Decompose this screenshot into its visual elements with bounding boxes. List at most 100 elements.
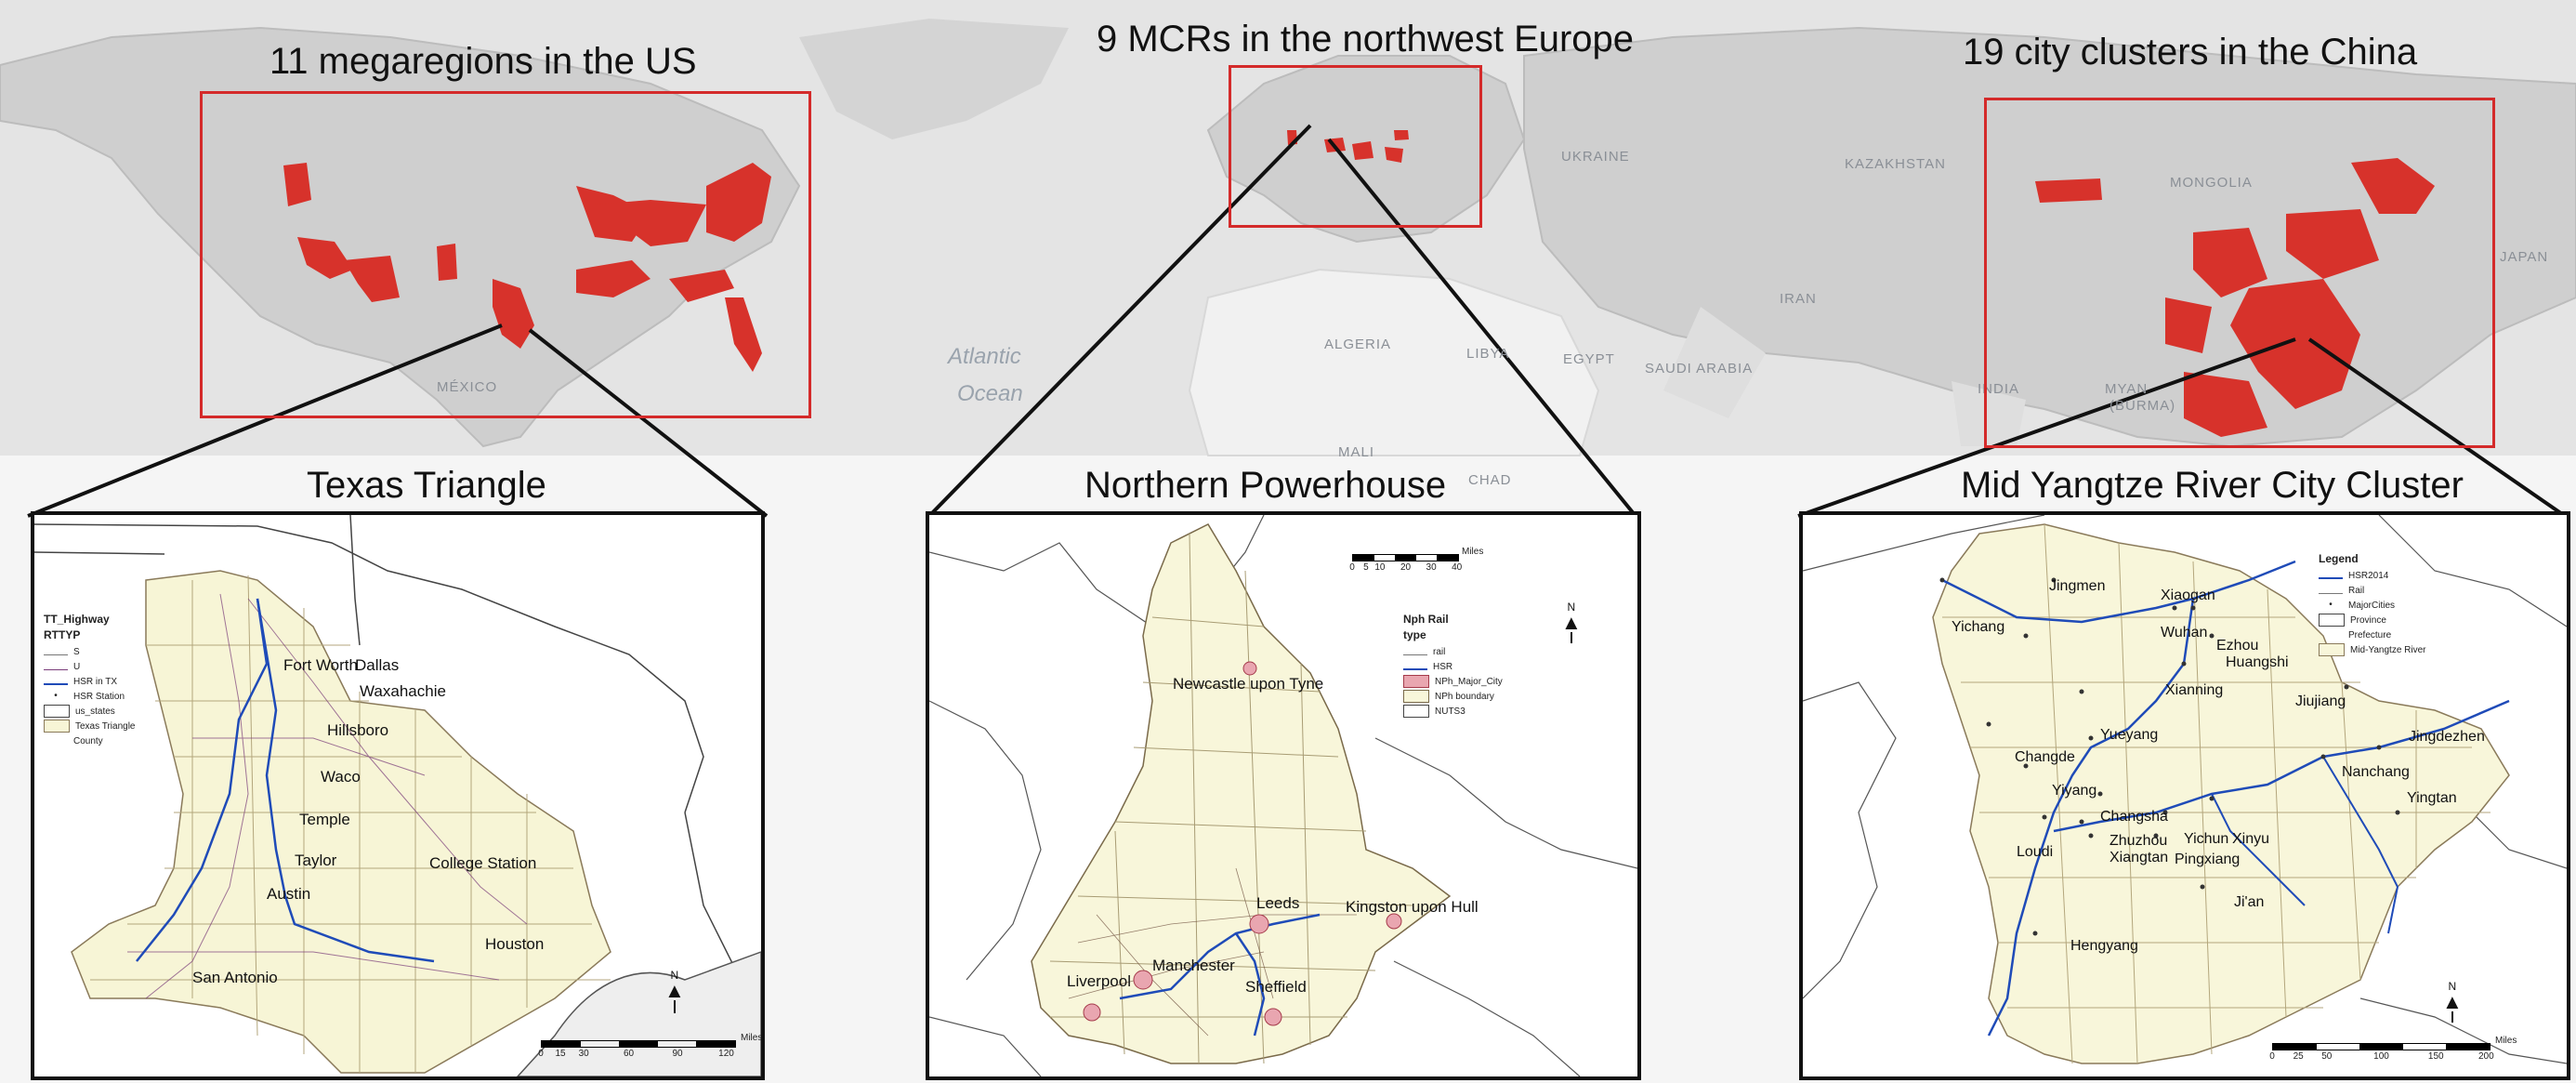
city-hillsboro: Hillsboro	[327, 721, 389, 739]
yangtze-hsr-line	[1941, 560, 2296, 624]
label-india: INDIA	[1978, 381, 2020, 397]
yangtze-legend: Legend HSR2014 Rail • MajorCities Provinc…	[2319, 552, 2426, 657]
nph-north-arrow: N ▲	[1561, 601, 1582, 643]
label-kazakhstan: KAZAKHSTAN	[1845, 156, 1946, 172]
yangtze-legend-prefecture: Prefecture	[2348, 629, 2392, 641]
nph-scale-bar: 0 5 10 20 30 40 Miles	[1349, 547, 1484, 573]
title-europe: 9 MCRs in the northwest Europe	[1097, 19, 1635, 59]
texas-map	[34, 515, 761, 1076]
texas-legend-s: S	[44, 644, 135, 659]
nph-legend-subtitle: type	[1403, 628, 1426, 641]
city-jian: Ji'an	[2234, 894, 2265, 910]
texas-legend-title: TT_Highway	[44, 613, 110, 626]
panel-mid-yangtze: Jingmen Xiaogan Yichang Wuhan Ezhou Huan…	[1799, 511, 2570, 1080]
city-leeds: Leeds	[1256, 894, 1300, 912]
city-ezhou: Ezhou	[2216, 638, 2259, 654]
panel-northern-powerhouse: Newcastle upon Tyne Leeds Kingston upon …	[926, 511, 1641, 1080]
city-loudi: Loudi	[2017, 844, 2054, 860]
title-texas-triangle: Texas Triangle	[307, 465, 546, 506]
label-algeria: ALGERIA	[1324, 337, 1392, 352]
yangtze-legend-province: Province	[2319, 613, 2426, 627]
texas-scale-bar: 0 15 30 60 90 120 Miles	[538, 1033, 763, 1059]
city-temple: Temple	[299, 811, 350, 828]
city-huangshi: Huangshi	[2226, 654, 2289, 670]
city-jingmen: Jingmen	[2049, 578, 2106, 594]
label-burma: (BURMA)	[2109, 398, 2176, 414]
nph-region	[1031, 523, 1452, 1064]
nph-legend-boundary: NPh boundary	[1403, 689, 1503, 704]
label-iran: IRAN	[1780, 291, 1817, 307]
label-libya: LIBYA	[1466, 346, 1510, 362]
texas-legend-triangle: Texas Triangle	[44, 719, 135, 733]
city-xiangtan: Xiangtan	[2109, 850, 2169, 865]
city-liverpool: Liverpool	[1067, 972, 1131, 990]
city-yueyang: Yueyang	[2100, 727, 2159, 743]
nph-legend: Nph Rail type rail HSR NPh_Major_City NP…	[1403, 613, 1503, 719]
city-jingdezhen: Jingdezhen	[2409, 729, 2485, 745]
nph-legend-nuts3: NUTS3	[1403, 704, 1503, 719]
city-newcastle: Newcastle upon Tyne	[1173, 675, 1324, 693]
city-taylor: Taylor	[295, 852, 337, 869]
city-wuhan: Wuhan	[2161, 625, 2208, 641]
yangtze-north-arrow: N ▲	[2442, 980, 2463, 1023]
texas-legend-subtitle: RTTYP	[44, 628, 81, 641]
city-waxahachie: Waxahachie	[360, 682, 446, 700]
city-pingxiang: Pingxiang	[2175, 852, 2241, 867]
yangtze-legend-rail: Rail	[2319, 583, 2426, 598]
city-zhuzhou: Zhuzhou	[2109, 833, 2168, 849]
yangtze-scale-bar: 0 25 50 100 150 200 Miles	[2269, 1036, 2517, 1062]
europe-highlight-box	[1229, 65, 1482, 228]
yangtze-region	[1932, 523, 2510, 1064]
title-china: 19 city clusters in the China	[1963, 32, 2418, 73]
yangtze-map	[1803, 515, 2567, 1064]
label-saudi-arabia: SAUDI ARABIA	[1645, 361, 1754, 376]
texas-legend-hsr: HSR in TX	[44, 674, 135, 689]
city-fort-worth: Fort Worth	[283, 656, 358, 674]
nph-legend-hsr: HSR	[1403, 659, 1503, 674]
label-myanmar: MYAN	[2105, 381, 2149, 397]
city-dallas: Dallas	[355, 656, 400, 674]
label-chad: CHAD	[1468, 472, 1512, 488]
city-san-antonio: San Antonio	[192, 969, 278, 986]
texas-triangle-region	[71, 570, 611, 1074]
texas-legend-u: U	[44, 659, 135, 674]
city-yichun: Yichun	[2184, 831, 2229, 847]
nph-hsr-line	[1119, 913, 1321, 1000]
us-highlight-box	[200, 91, 811, 418]
title-northern-powerhouse: Northern Powerhouse	[1084, 465, 1447, 506]
city-austin: Austin	[267, 885, 311, 903]
label-mali: MALI	[1338, 444, 1375, 460]
texas-legend-county: County	[73, 735, 103, 746]
nph-legend-rail: rail	[1403, 644, 1503, 659]
city-changde: Changde	[2015, 749, 2075, 765]
label-mongolia: MONGOLIA	[2170, 175, 2253, 191]
panel-texas-triangle: Fort Worth Dallas Waxahachie Hillsboro W…	[31, 511, 765, 1080]
label-ukraine: UKRAINE	[1561, 149, 1630, 165]
city-changsha: Changsha	[2100, 809, 2168, 825]
city-waco: Waco	[321, 768, 361, 786]
yangtze-legend-hsr: HSR2014	[2319, 568, 2426, 583]
label-mexico: MÉXICO	[437, 379, 498, 395]
city-yingtan: Yingtan	[2407, 790, 2457, 806]
city-jiujiang: Jiujiang	[2295, 693, 2346, 709]
city-yichang: Yichang	[1952, 619, 2005, 635]
label-atlantic: Atlantic	[948, 344, 1021, 369]
texas-north-arrow: N ▲	[664, 969, 685, 1013]
china-highlight-box	[1984, 98, 2495, 448]
city-hengyang: Hengyang	[2070, 938, 2138, 954]
city-nanchang: Nanchang	[2342, 764, 2410, 780]
city-college-station: College Station	[429, 854, 537, 872]
nph-map	[929, 515, 1637, 1076]
city-xianning: Xianning	[2165, 682, 2224, 698]
texas-legend: TT_Highway RTTYP S U HSR in TX • HSR Stat…	[44, 613, 135, 748]
label-ocean: Ocean	[957, 381, 1023, 406]
texas-hsr-line	[136, 598, 269, 962]
city-yiyang: Yiyang	[2052, 783, 2097, 799]
title-us: 11 megaregions in the US	[269, 41, 697, 82]
nph-legend-title: Nph Rail	[1403, 613, 1449, 626]
title-mid-yangtze: Mid Yangtze River City Cluster	[1961, 465, 2464, 506]
city-xinyu: Xinyu	[2232, 831, 2270, 847]
texas-legend-hsr-station: • HSR Station	[54, 691, 125, 702]
yangtze-legend-region: Mid-Yangtze River	[2319, 642, 2426, 657]
city-houston: Houston	[485, 935, 545, 953]
